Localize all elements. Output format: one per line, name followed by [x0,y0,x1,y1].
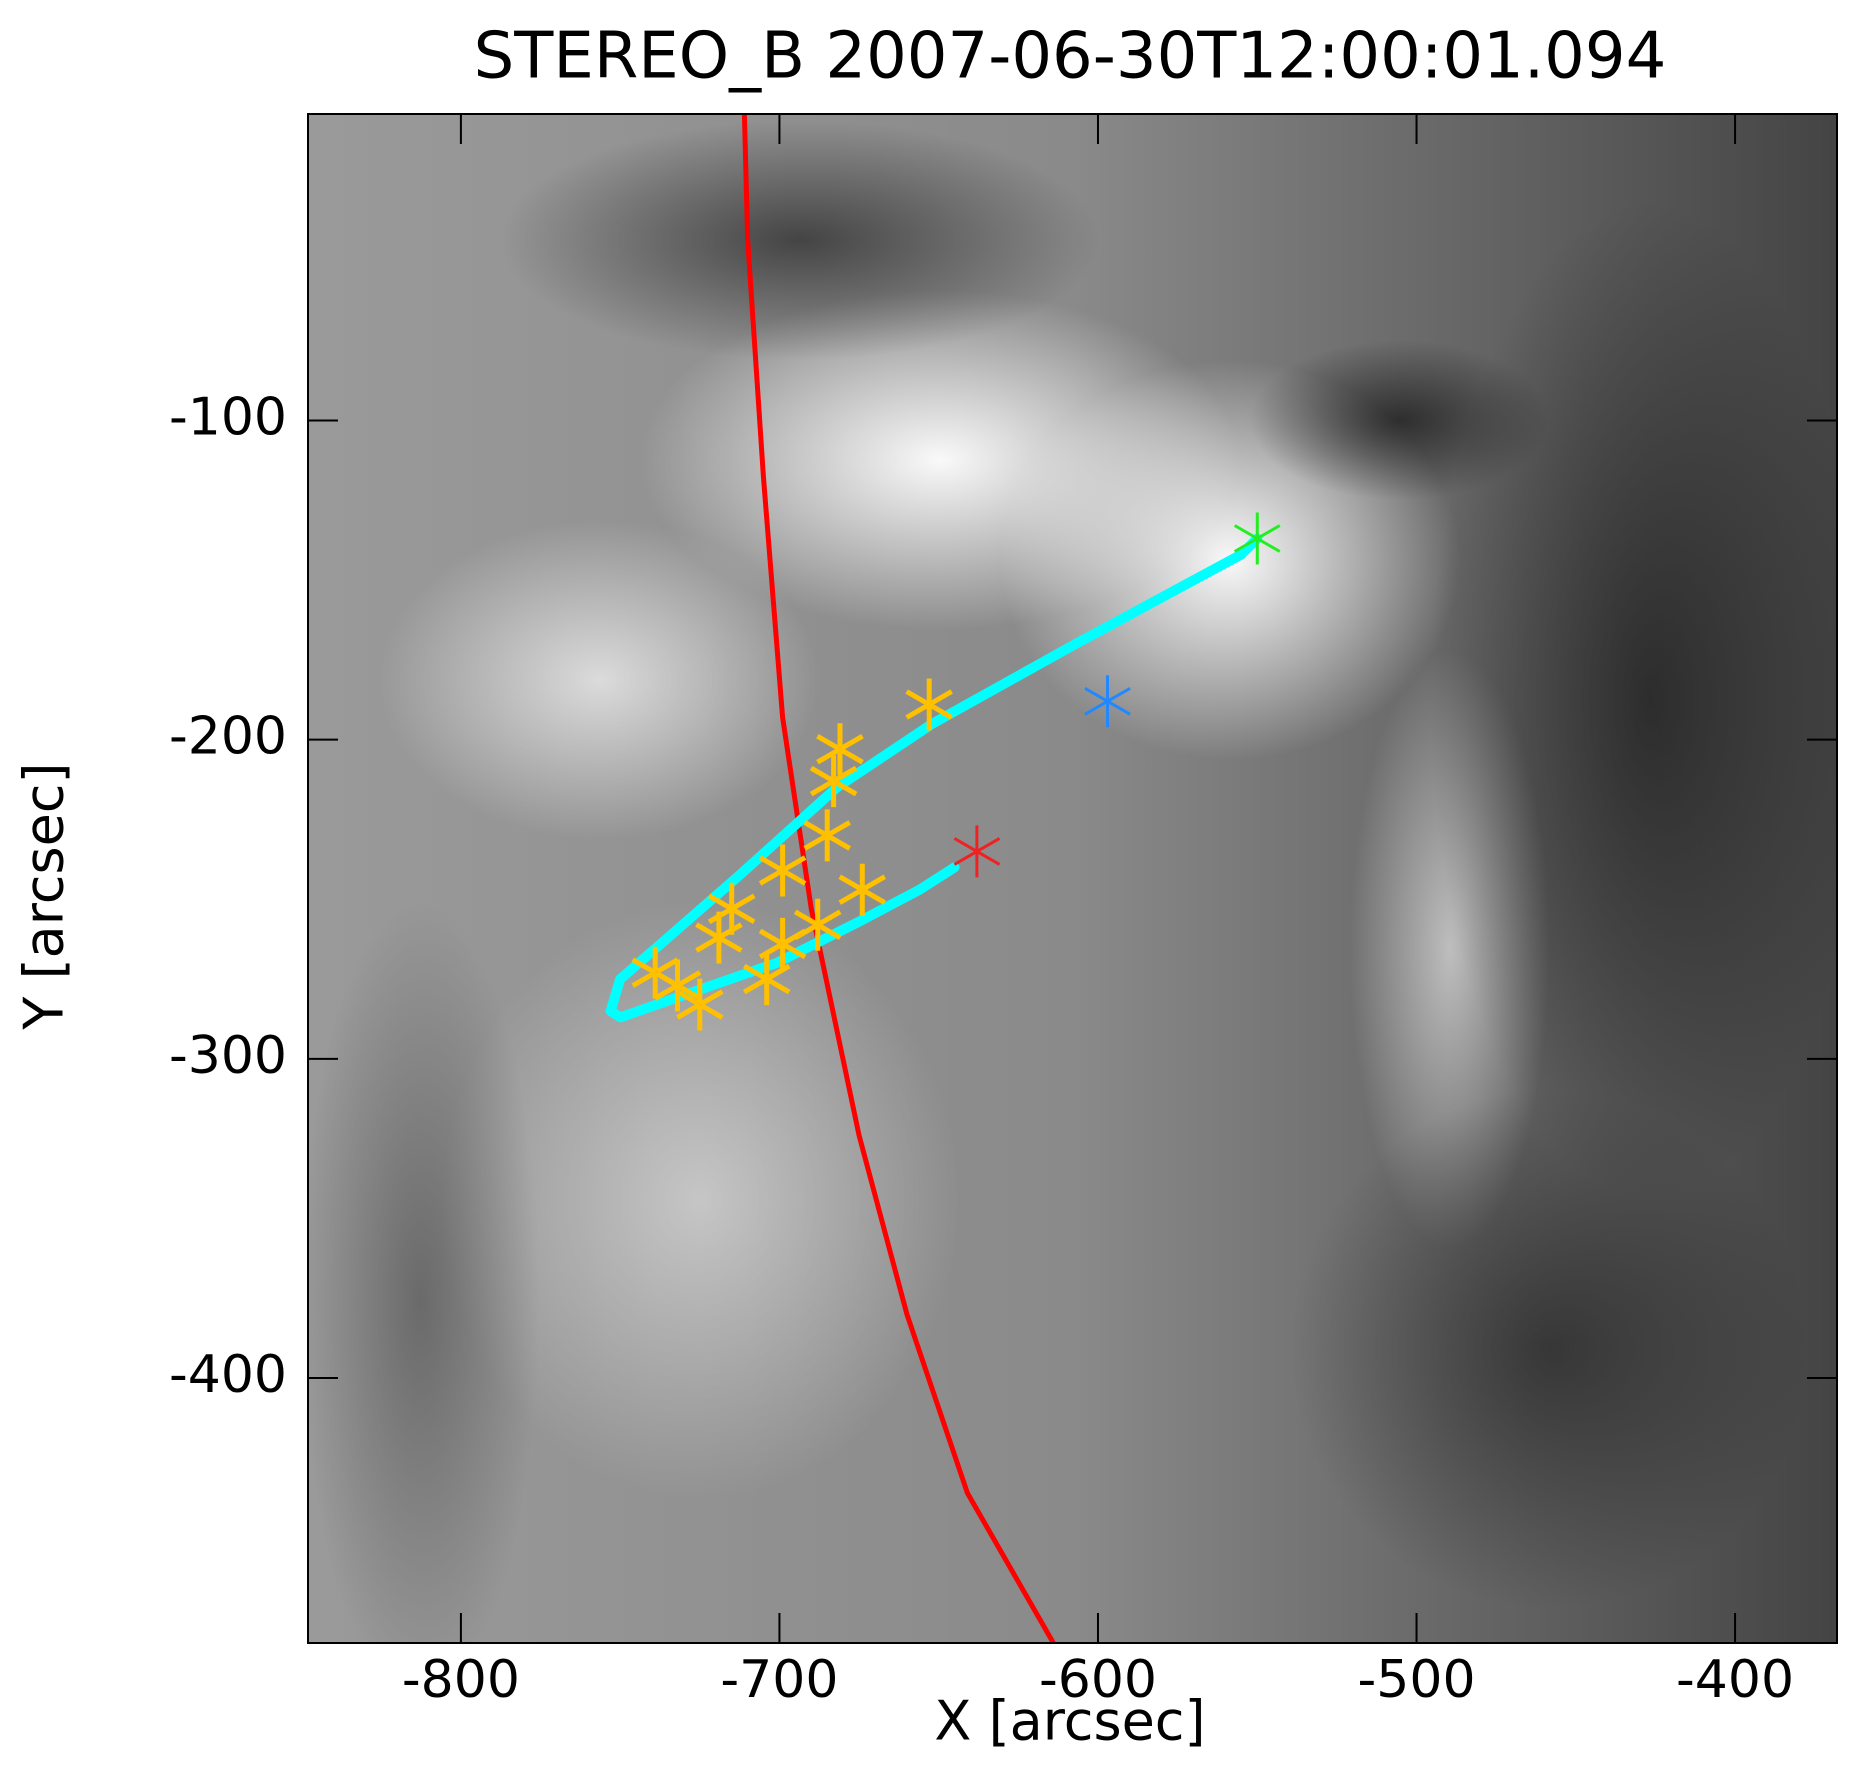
asterisk-marker [905,678,953,731]
asterisk-marker [838,863,887,916]
asterisk-marker [653,959,702,1012]
chart-title: STEREO_B 2007-06-30T12:00:01.094 [474,20,1667,94]
curve [741,114,1056,1643]
asterisk-marker [809,755,858,808]
asterisk-marker [1233,512,1281,565]
x-tick-label: -500 [1358,1650,1476,1710]
asterisk-marker [953,825,1001,878]
y-tick-label: -400 [169,1345,287,1405]
overlays [605,114,1281,1643]
x-tick-label: -700 [720,1650,838,1710]
asterisk-marker [1084,675,1131,728]
x-tick-label: -600 [1039,1650,1157,1710]
asterisk-marker [676,978,724,1031]
y-tick-label: -300 [169,1026,287,1086]
asterisk-marker [816,723,864,776]
y-axis-label: Y [arcsec] [13,762,76,1030]
x-axis-label: X [arcsec] [934,1690,1205,1753]
y-tick-label: -200 [169,707,287,767]
asterisk-marker [758,844,807,897]
asterisk-marker [742,953,791,1006]
plot-frame [307,113,1838,1644]
x-tick-label: -400 [1676,1650,1794,1710]
asterisk-marker [758,917,807,970]
asterisk-marker [803,809,851,862]
x-tick-label: -800 [402,1650,520,1710]
y-tick-label: -100 [169,387,287,447]
solar-image [308,114,1837,1643]
asterisk-marker [695,911,743,964]
